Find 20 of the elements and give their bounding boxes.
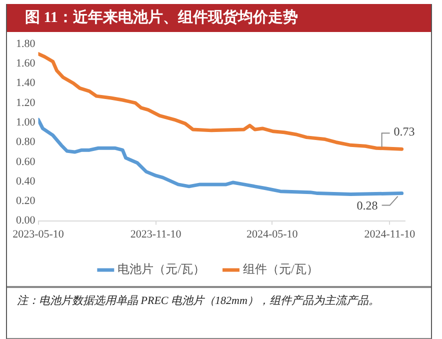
y-tick-label: 0.00 [16, 214, 36, 227]
y-tick-label: 0.60 [16, 156, 36, 168]
x-tick-label: 2024-11-10 [364, 228, 416, 240]
y-tick-label: 1.00 [16, 116, 36, 128]
y-tick-label: 1.40 [16, 77, 36, 90]
y-tick-label: 0.80 [16, 136, 36, 148]
y-tick-label: 1.60 [16, 58, 36, 70]
chart-title: 图 11：近年来电池片、组件现货均价走势 [7, 4, 431, 32]
annotation: 0.73 [394, 124, 415, 138]
y-tick-label: 0.20 [16, 195, 36, 208]
x-tick-label: 2024-05-10 [246, 228, 298, 240]
y-tick-label: 1.20 [16, 96, 36, 109]
y-tick-label: 1.80 [16, 38, 36, 50]
legend-label: 电池片（元/瓦） [118, 262, 206, 276]
y-tick-label: 0.40 [16, 175, 36, 188]
legend-label: 组件（元/瓦） [243, 262, 318, 276]
text: 注：电池片数据选用单晶 PREC 电池片（182mm），组件产品为主流产品。 [17, 294, 380, 309]
x-tick-label: 2023-11-10 [130, 228, 182, 240]
annotation: 0.28 [356, 198, 378, 212]
x-tick-label: 2023-05-10 [12, 228, 64, 240]
